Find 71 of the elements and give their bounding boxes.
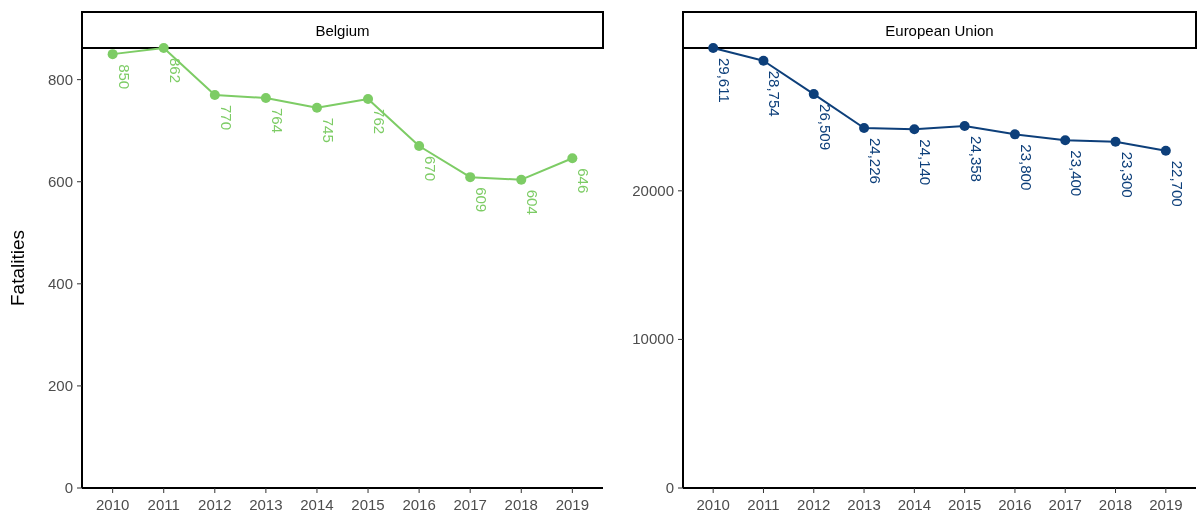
data-label: 764 (268, 108, 286, 134)
data-label: 745 (319, 117, 337, 143)
point (158, 43, 169, 53)
data-label: 850 (115, 64, 133, 90)
data-label: 609 (473, 187, 491, 213)
x-tick-label: 2013 (847, 496, 881, 513)
data-label: 762 (371, 109, 389, 135)
y-tick-label: 10000 (632, 330, 674, 348)
x-tick-label: 2017 (453, 496, 487, 513)
data-label: 646 (575, 168, 593, 194)
x-tick-label: 2012 (198, 496, 232, 513)
data-label: 604 (524, 189, 542, 215)
data-label: 24,226 (867, 138, 885, 184)
x-tick-label: 2015 (351, 496, 385, 513)
point (708, 43, 719, 53)
data-label: 29,611 (716, 58, 734, 103)
x-tick-label: 2019 (555, 496, 590, 513)
y-tick-label: 20000 (632, 181, 674, 199)
x-tick-label: 2013 (249, 496, 283, 513)
point (311, 102, 322, 113)
x-tick-label: 2018 (1098, 496, 1133, 513)
point (859, 123, 870, 134)
point (567, 153, 578, 164)
x-tick-label: 2011 (747, 496, 780, 513)
data-label: 24,140 (917, 139, 935, 186)
point (209, 89, 220, 100)
x-tick-label: 2010 (95, 496, 130, 513)
point (909, 124, 920, 135)
point (414, 141, 425, 152)
x-tick-label: 2010 (696, 496, 730, 513)
x-tick-label: 2019 (1149, 496, 1183, 513)
data-label: 770 (217, 104, 235, 130)
data-label: 23,400 (1068, 150, 1086, 197)
point (260, 93, 271, 104)
x-tick-label: 2011 (147, 496, 180, 513)
chart-title: Belgium (315, 22, 370, 39)
point (1009, 129, 1020, 140)
chart-title: European Union (885, 22, 994, 39)
data-label: 670 (422, 156, 440, 182)
point (1160, 145, 1171, 156)
data-label: 862 (166, 58, 184, 84)
x-tick-label: 2014 (300, 496, 334, 513)
y-tick-label: 0 (64, 479, 73, 496)
x-tick-label: 2018 (504, 496, 538, 513)
x-tick-label: 2017 (1048, 496, 1082, 513)
x-tick-label: 2016 (998, 496, 1032, 513)
point (516, 174, 527, 185)
point (465, 172, 476, 183)
y-axis-title: Fatalities (7, 229, 28, 307)
point (107, 49, 118, 60)
y-tick-label: 0 (665, 479, 674, 496)
y-tick-label: 600 (47, 172, 73, 190)
point (363, 94, 374, 105)
data-label: 26,509 (816, 104, 834, 150)
data-label: 22,700 (1168, 160, 1186, 207)
x-tick-label: 2012 (797, 496, 831, 513)
x-tick-label: 2015 (947, 496, 982, 513)
data-label: 24,358 (967, 136, 985, 182)
data-label: 23,800 (1017, 144, 1035, 191)
point (959, 121, 970, 132)
point (758, 55, 769, 66)
x-tick-label: 2014 (897, 496, 932, 513)
data-label: 23,300 (1118, 151, 1136, 198)
point (1060, 135, 1071, 146)
y-tick-label: 800 (47, 70, 73, 88)
y-tick-label: 400 (47, 274, 73, 292)
x-tick-label: 2016 (402, 496, 436, 513)
y-tick-label: 200 (47, 376, 73, 394)
point (808, 89, 819, 100)
data-label: 28,754 (766, 70, 784, 117)
point (1110, 136, 1121, 147)
